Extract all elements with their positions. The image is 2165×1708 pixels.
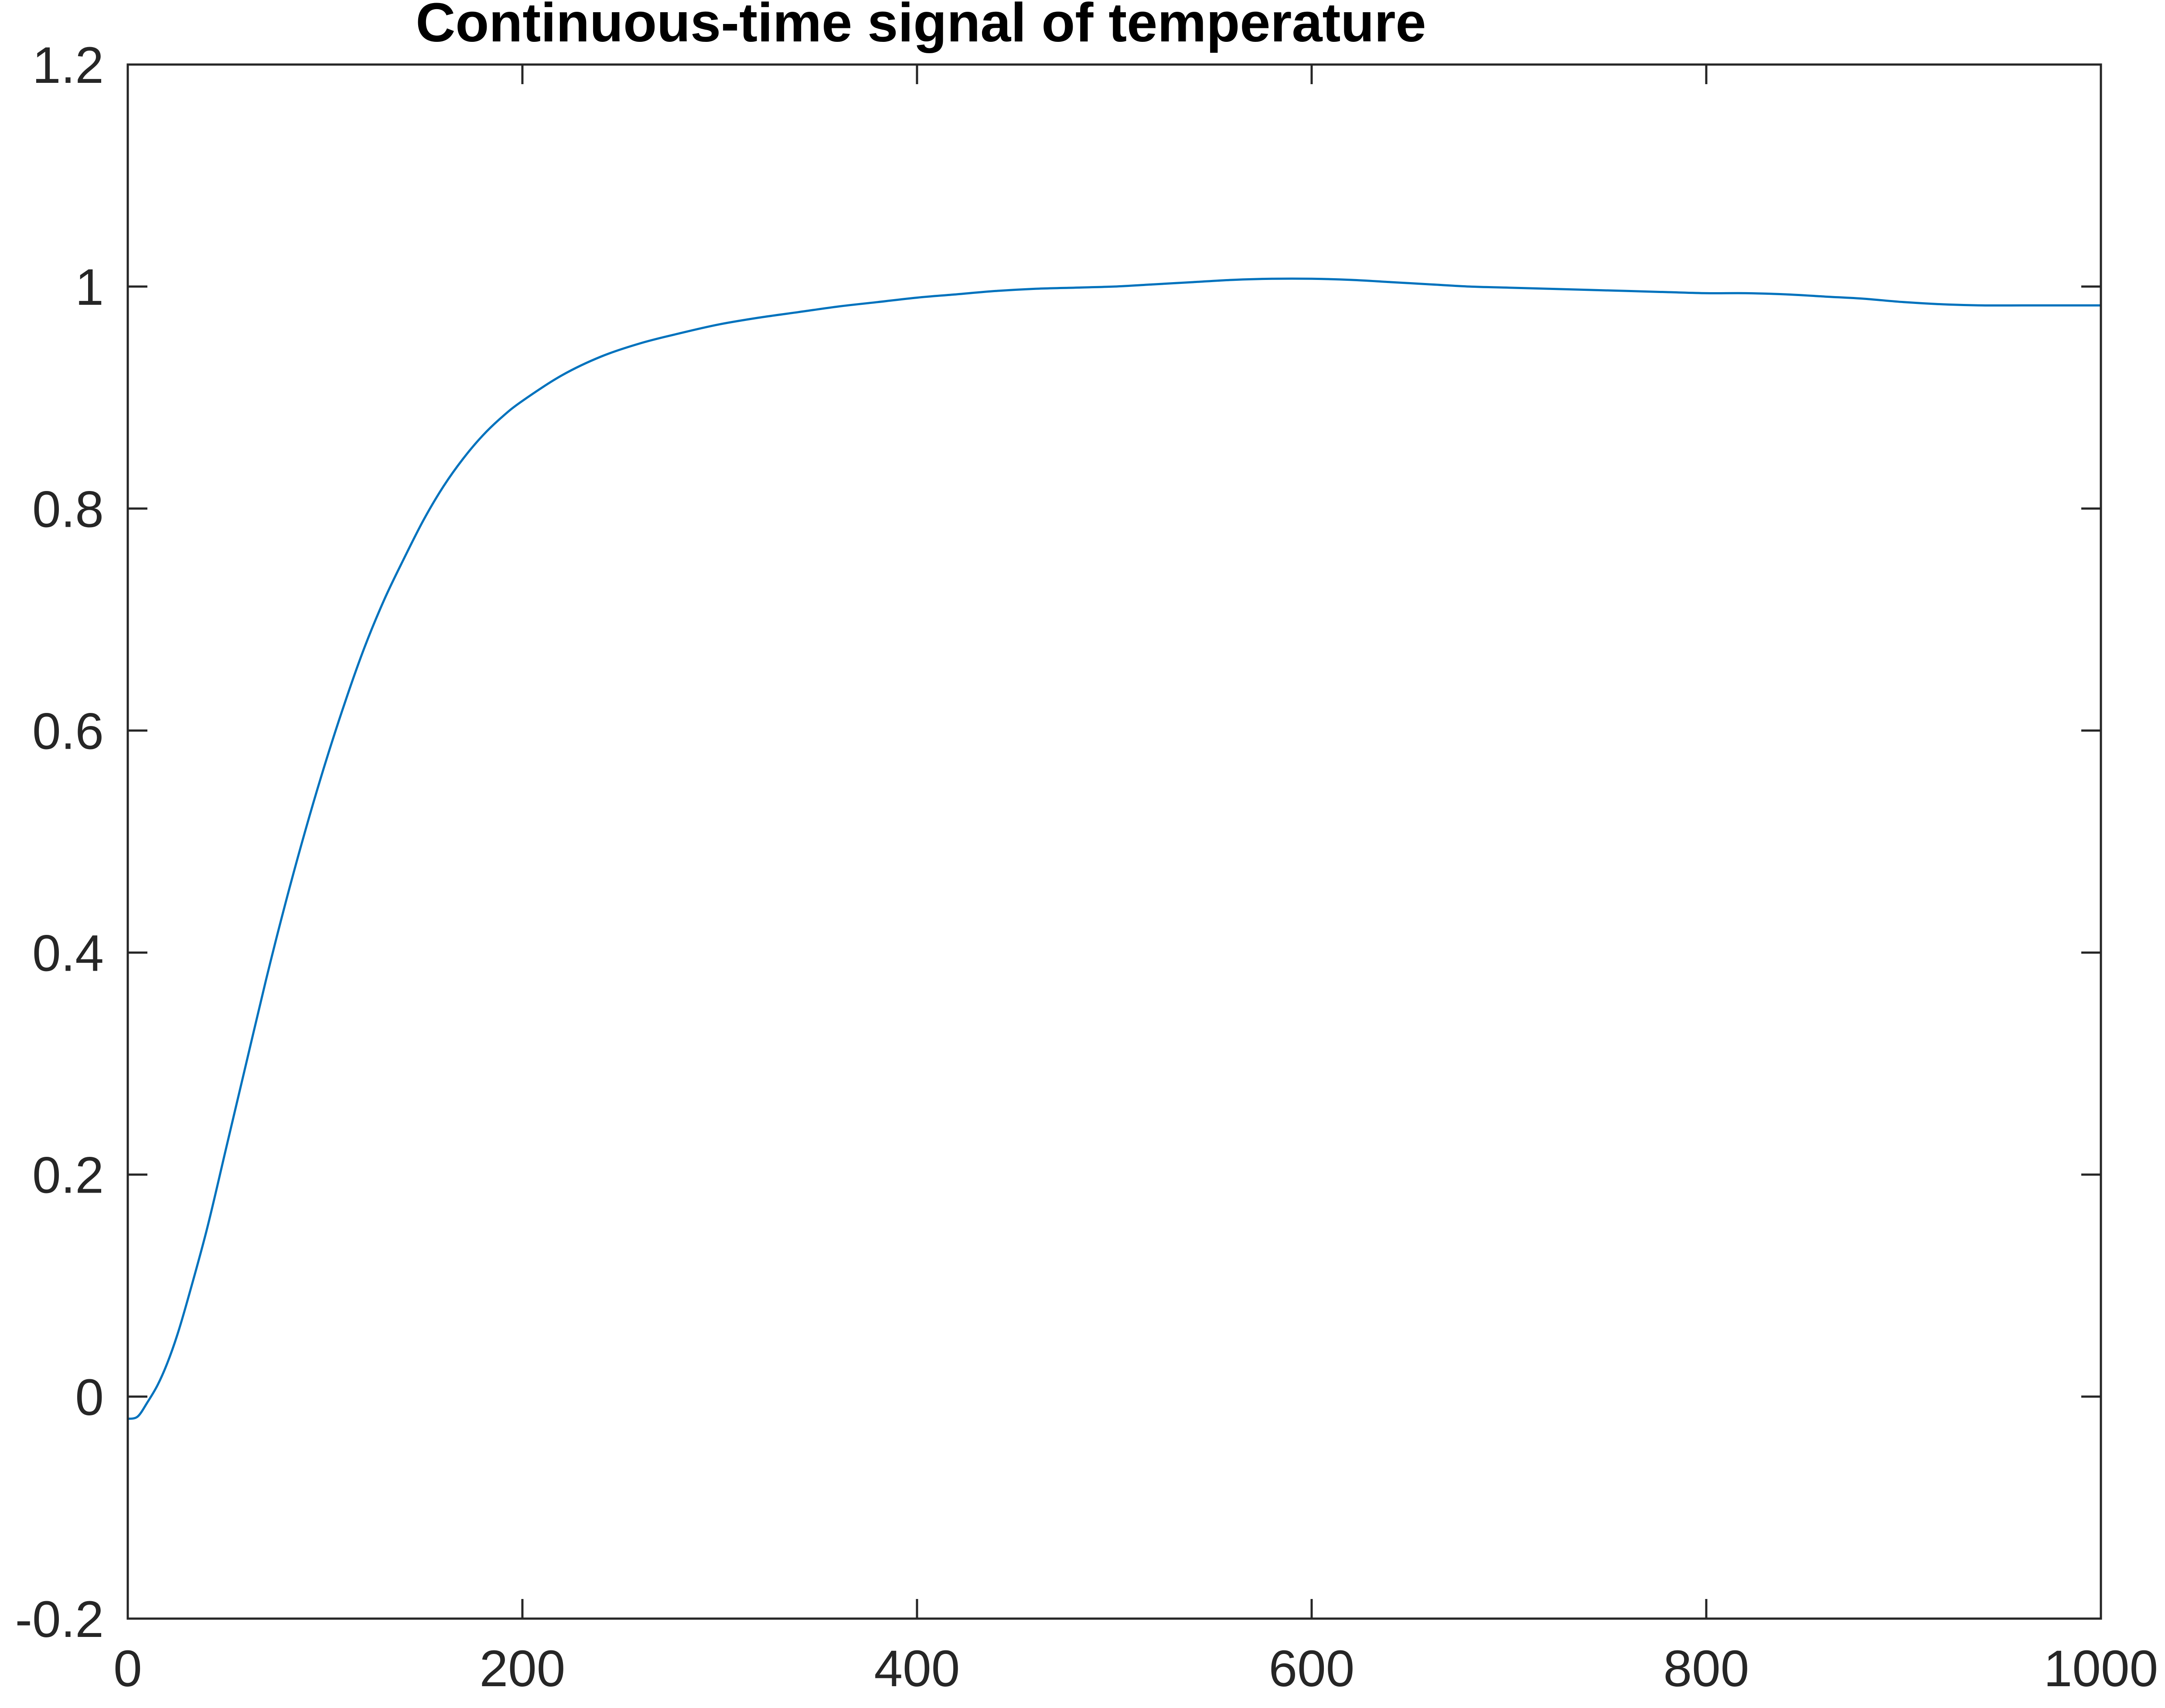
x-tick-label: 800	[1664, 1640, 1749, 1698]
series-layer	[126, 277, 2102, 1420]
x-axis-ticks: 0 200 400 600 800 1000	[113, 65, 2158, 1698]
x-tick-label: 600	[1269, 1640, 1355, 1698]
x-tick-label: 400	[874, 1640, 960, 1698]
y-tick-label: 0.2	[32, 1147, 104, 1204]
y-axis-ticks: -0.2 0 0.2 0.4 0.6 0.8 1 1.2	[15, 37, 2101, 1648]
plot-area-frame	[126, 63, 2102, 1620]
y-tick-label: 0.4	[32, 925, 104, 982]
x-tick-label: 0	[113, 1640, 142, 1698]
y-tick-label: 1.2	[32, 37, 104, 94]
series-line	[126, 277, 2102, 1420]
x-tick-label: 1000	[2044, 1640, 2158, 1698]
chart-title: Continuous-time signal of temperature	[416, 0, 1426, 53]
y-tick-label: 0	[75, 1369, 104, 1426]
y-tick-label: 0.6	[32, 702, 104, 760]
y-tick-label: 1	[75, 259, 104, 316]
y-tick-label: 0.8	[32, 481, 104, 538]
y-tick-label: -0.2	[15, 1591, 104, 1648]
x-tick-label: 200	[480, 1640, 566, 1698]
